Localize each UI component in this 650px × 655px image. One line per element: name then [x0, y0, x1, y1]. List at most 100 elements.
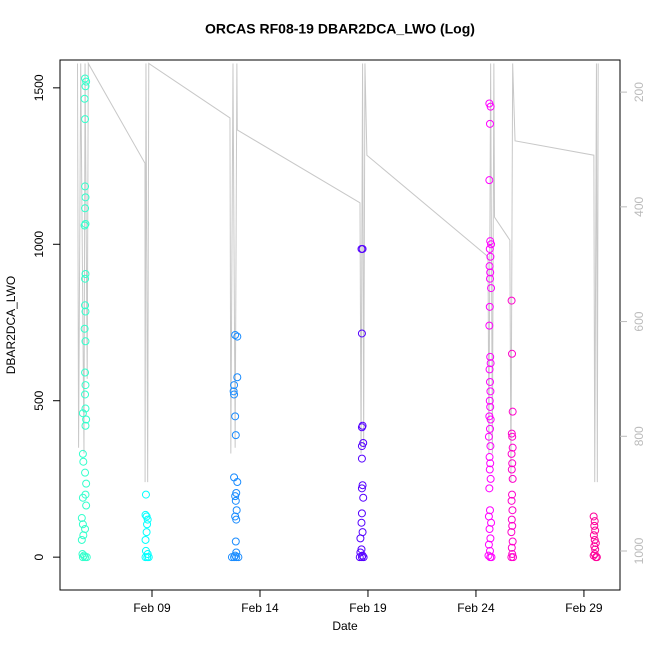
data-point	[77, 514, 86, 523]
data-point	[78, 553, 87, 562]
x-tick-label: Feb 29	[565, 601, 603, 615]
data-point	[232, 553, 241, 562]
y2-tick-label: 600	[632, 311, 646, 331]
data-point	[508, 521, 517, 530]
data-point	[508, 432, 517, 441]
data-point	[81, 274, 90, 283]
data-point	[233, 332, 242, 341]
data-point	[81, 182, 90, 191]
data-point	[485, 274, 494, 283]
data-point	[357, 423, 366, 432]
data-point	[81, 204, 90, 213]
data-point	[486, 237, 495, 246]
data-point	[77, 535, 86, 544]
data-point	[82, 553, 91, 562]
data-point	[508, 407, 517, 416]
data-point	[589, 531, 598, 540]
data-point	[507, 515, 516, 524]
data-point	[508, 349, 517, 358]
data-point	[592, 553, 601, 562]
data-point	[229, 387, 238, 396]
data-point	[233, 373, 242, 382]
data-point	[485, 321, 494, 330]
data-point	[485, 424, 494, 433]
data-point	[81, 301, 90, 310]
data-point	[234, 553, 243, 562]
data-point	[232, 515, 241, 524]
data-point	[508, 537, 517, 546]
data-point	[357, 442, 366, 451]
data-point	[357, 518, 366, 527]
plot-area	[76, 61, 601, 562]
data-point	[486, 387, 495, 396]
data-point	[590, 517, 599, 526]
data-point	[81, 82, 90, 91]
data-point	[509, 553, 518, 562]
data-point	[80, 94, 89, 103]
y-tick-label: 0	[32, 553, 46, 560]
data-point	[78, 493, 87, 502]
data-point	[78, 520, 87, 529]
data-point	[486, 359, 495, 368]
data-point	[590, 542, 599, 551]
data-point	[358, 244, 367, 253]
data-point	[141, 535, 150, 544]
data-point	[591, 526, 600, 535]
data-point	[355, 553, 364, 562]
data-point	[231, 492, 240, 501]
data-point	[485, 506, 494, 515]
data-point	[141, 490, 150, 499]
data-point	[507, 496, 516, 505]
plot-frame	[59, 59, 621, 591]
data-point	[144, 553, 153, 562]
data-point	[357, 484, 366, 493]
data-point	[78, 409, 87, 418]
data-point	[231, 431, 240, 440]
data-point	[486, 268, 495, 277]
data-point	[507, 543, 516, 552]
data-point	[486, 352, 495, 361]
data-point	[485, 244, 494, 253]
data-point	[485, 396, 494, 405]
data-point	[79, 457, 88, 466]
data-point	[359, 553, 368, 562]
data-point	[589, 512, 598, 521]
data-point	[233, 478, 242, 487]
y-axis-label: DBAR2DCA_LWO	[4, 276, 18, 374]
data-point	[80, 221, 89, 230]
data-point	[356, 534, 365, 543]
data-point	[81, 390, 90, 399]
data-point	[357, 329, 366, 338]
data-point	[508, 443, 517, 452]
data-point	[82, 501, 91, 510]
data-point	[81, 421, 90, 430]
data-point	[231, 537, 240, 546]
x-tick-label: Feb 19	[349, 601, 387, 615]
x-tick-label: Feb 24	[457, 601, 495, 615]
data-point	[357, 509, 366, 518]
data-point	[486, 402, 495, 411]
data-point	[143, 520, 152, 529]
data-point	[485, 465, 494, 474]
data-point	[508, 550, 517, 559]
data-point	[231, 496, 240, 505]
data-point	[230, 553, 239, 562]
data-point	[485, 176, 494, 185]
data-point	[486, 474, 495, 483]
data-point	[81, 115, 90, 124]
data-point	[358, 481, 367, 490]
data-point	[508, 490, 517, 499]
data-point	[80, 324, 89, 333]
data-point	[485, 377, 494, 386]
data-point	[357, 454, 366, 463]
data-point	[81, 307, 90, 316]
data-point	[484, 540, 493, 549]
y-tick-label: 1000	[32, 231, 46, 258]
data-point	[507, 465, 516, 474]
chart-title: ORCAS RF08-19 DBAR2DCA_LWO (Log)	[205, 21, 475, 37]
data-point	[507, 429, 516, 438]
data-point	[507, 528, 516, 537]
data-point	[82, 77, 91, 86]
